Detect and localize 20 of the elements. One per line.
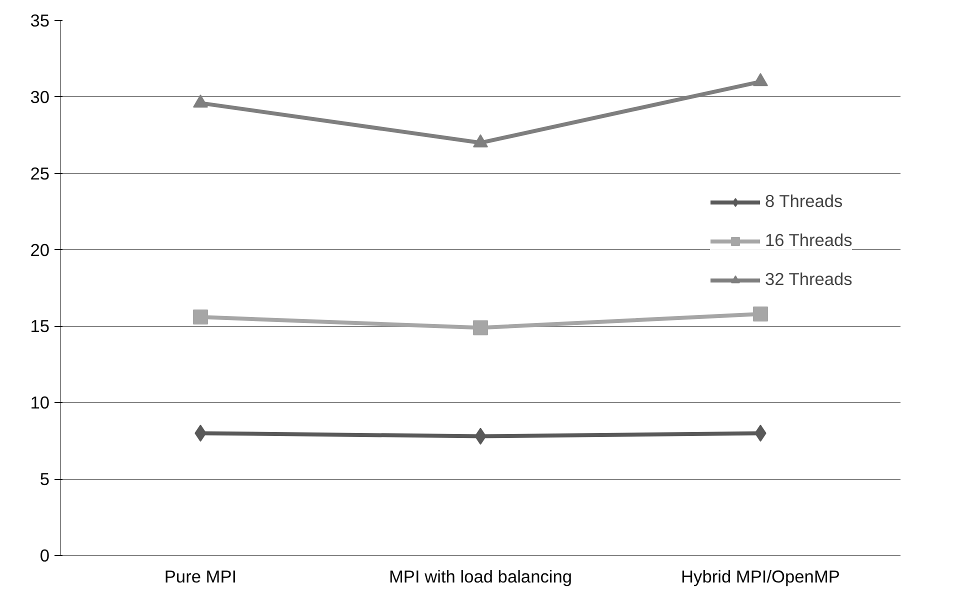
point: [473, 320, 488, 336]
point: [753, 73, 768, 86]
legend-label: 16 Threads: [765, 230, 852, 251]
x-tick-label: Pure MPI: [164, 566, 237, 586]
y-tick-label: 15: [30, 316, 50, 336]
point: [753, 306, 768, 322]
point: [193, 94, 208, 108]
point: [473, 134, 488, 148]
y-tick-label: 35: [30, 10, 50, 30]
legend-label: 32 Threads: [765, 269, 852, 290]
y-tick-label: 20: [30, 240, 50, 260]
point: [193, 310, 208, 325]
y-tick-label: 25: [30, 163, 50, 184]
y-tick-label: 30: [30, 86, 50, 107]
x-tick-label: MPI with load balancing: [388, 566, 572, 586]
legend-label: 8 Threads: [765, 191, 843, 212]
x-tick-label: Hybrid MPI/OpenMP: [681, 566, 840, 586]
y-tick-label: 0: [40, 546, 50, 566]
y-tick-label: 5: [40, 469, 50, 490]
y-tick-label: 10: [30, 392, 50, 413]
